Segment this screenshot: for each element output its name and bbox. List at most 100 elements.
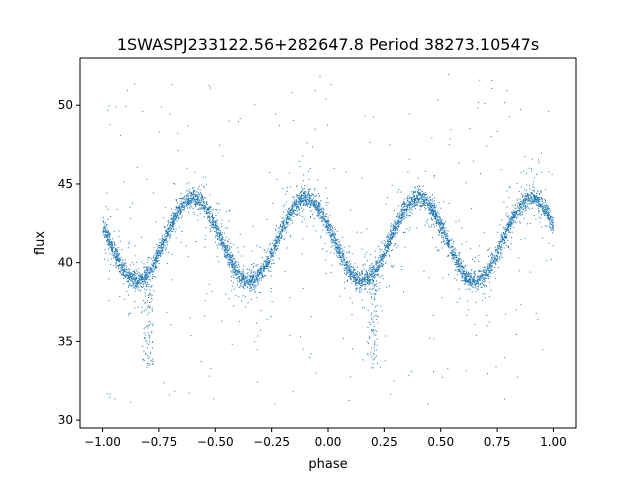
- data-point: [144, 270, 146, 272]
- data-point: [188, 200, 190, 202]
- data-point: [282, 217, 284, 219]
- data-point: [338, 255, 340, 257]
- data-point: [485, 274, 487, 276]
- data-point: [327, 228, 329, 230]
- data-point: [246, 283, 248, 285]
- data-point: [226, 247, 228, 249]
- data-point: [170, 235, 171, 237]
- data-point: [247, 281, 249, 283]
- data-point: [144, 278, 146, 280]
- data-point: [277, 239, 279, 241]
- data-point: [141, 276, 143, 278]
- data-point: [538, 198, 540, 200]
- data-point: [549, 223, 551, 225]
- data-point: [133, 282, 135, 284]
- data-point: [292, 206, 294, 208]
- data-point: [200, 207, 202, 209]
- data-point: [174, 219, 176, 221]
- data-point: [350, 272, 352, 274]
- data-point: [278, 240, 280, 242]
- data-point: [305, 203, 307, 205]
- data-point: [251, 276, 253, 278]
- data-point: [119, 272, 121, 274]
- data-point: [173, 223, 175, 225]
- data-point: [453, 241, 455, 243]
- data-point: [131, 276, 133, 277]
- data-point: [518, 214, 520, 216]
- data-point: [336, 243, 338, 245]
- data-point: [203, 206, 205, 208]
- data-point: [162, 237, 163, 239]
- data-point: [298, 201, 300, 203]
- data-point: [404, 218, 406, 220]
- data-point: [475, 284, 476, 286]
- data-point: [265, 264, 267, 265]
- data-point: [149, 269, 151, 271]
- data-point: [242, 277, 244, 279]
- data-point: [346, 272, 348, 274]
- data-point: [117, 260, 119, 261]
- data-point: [234, 273, 236, 275]
- data-point: [134, 286, 136, 288]
- data-point: [495, 264, 497, 266]
- data-point: [454, 262, 456, 264]
- data-point: [423, 193, 425, 195]
- data-point: [521, 201, 523, 203]
- data-point: [488, 271, 490, 273]
- data-point: [465, 282, 467, 284]
- data-point: [170, 233, 172, 235]
- data-point: [447, 243, 449, 245]
- data-point: [308, 207, 310, 208]
- data-point: [338, 241, 339, 243]
- data-point: [259, 278, 260, 280]
- data-point: [531, 198, 533, 200]
- data-point: [452, 250, 454, 252]
- data-point: [402, 203, 404, 205]
- data-point: [125, 265, 127, 267]
- data-point: [261, 266, 263, 268]
- data-point: [364, 281, 366, 283]
- data-point: [401, 210, 403, 212]
- data-point: [359, 282, 361, 284]
- data-point: [364, 277, 366, 279]
- data-point: [226, 255, 228, 257]
- data-point: [491, 252, 492, 254]
- data-point: [545, 205, 547, 207]
- data-point: [511, 213, 513, 215]
- data-point: [317, 210, 319, 212]
- data-point: [277, 236, 279, 238]
- data-point: [350, 273, 352, 275]
- data-point: [166, 236, 168, 238]
- data-point: [172, 226, 174, 227]
- data-point: [423, 194, 425, 196]
- data-point: [502, 235, 503, 237]
- data-point: [481, 286, 483, 288]
- data-point: [230, 261, 232, 263]
- data-point: [467, 276, 469, 278]
- data-point: [343, 267, 345, 269]
- data-point: [122, 259, 124, 261]
- data-point: [233, 258, 235, 260]
- data-point: [362, 264, 364, 266]
- data-point: [199, 199, 201, 201]
- data-point: [486, 271, 487, 273]
- data-point: [233, 271, 235, 273]
- data-point: [384, 255, 386, 257]
- data-point: [339, 241, 341, 243]
- data-point: [310, 204, 312, 206]
- data-point: [267, 265, 269, 267]
- data-point: [207, 215, 209, 217]
- data-point: [108, 241, 110, 243]
- data-point: [467, 282, 469, 284]
- data-point: [309, 197, 311, 199]
- data-point: [473, 276, 475, 278]
- data-point: [427, 198, 429, 200]
- data-point: [501, 235, 503, 237]
- data-point: [273, 239, 275, 241]
- data-point: [493, 254, 495, 256]
- data-point: [241, 273, 243, 275]
- data-point: [298, 198, 300, 200]
- data-point: [109, 239, 111, 241]
- data-point: [317, 209, 319, 211]
- data-point: [288, 224, 290, 226]
